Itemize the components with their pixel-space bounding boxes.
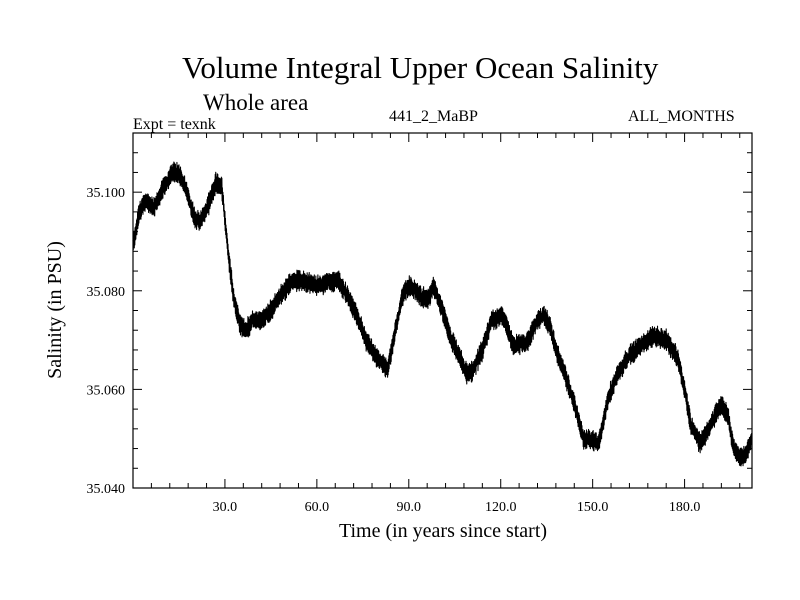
y-tick-label: 35.060 (87, 383, 126, 398)
chart-subtitle: Whole area (203, 90, 309, 115)
ticks-layer: 30.0 60.0 90.0 120.0 150.0 180.0 35.040 35.060 3… (87, 133, 752, 515)
x-tick-label: 90.0 (397, 500, 422, 515)
experiment-label: Expt = texnk (133, 116, 216, 133)
run-id-label: 441_2_MaBP (389, 108, 478, 125)
series-layer (132, 161, 753, 467)
y-tick-label: 35.100 (87, 186, 126, 201)
series-line-salinity (132, 161, 753, 467)
y-axis-label: Salinity (in PSU) (44, 241, 66, 379)
y-tick-label: 35.080 (87, 285, 126, 300)
x-tick-label: 150.0 (577, 500, 609, 515)
y-tick-label: 35.040 (87, 482, 126, 497)
x-tick-label: 120.0 (485, 500, 517, 515)
x-tick-label: 60.0 (305, 500, 330, 515)
x-tick-label: 30.0 (213, 500, 238, 515)
months-label: ALL_MONTHS (628, 108, 735, 125)
x-tick-label: 180.0 (669, 500, 701, 515)
chart-title: Volume Integral Upper Ocean Salinity (182, 50, 659, 85)
x-axis-label: Time (in years since start) (339, 520, 547, 542)
